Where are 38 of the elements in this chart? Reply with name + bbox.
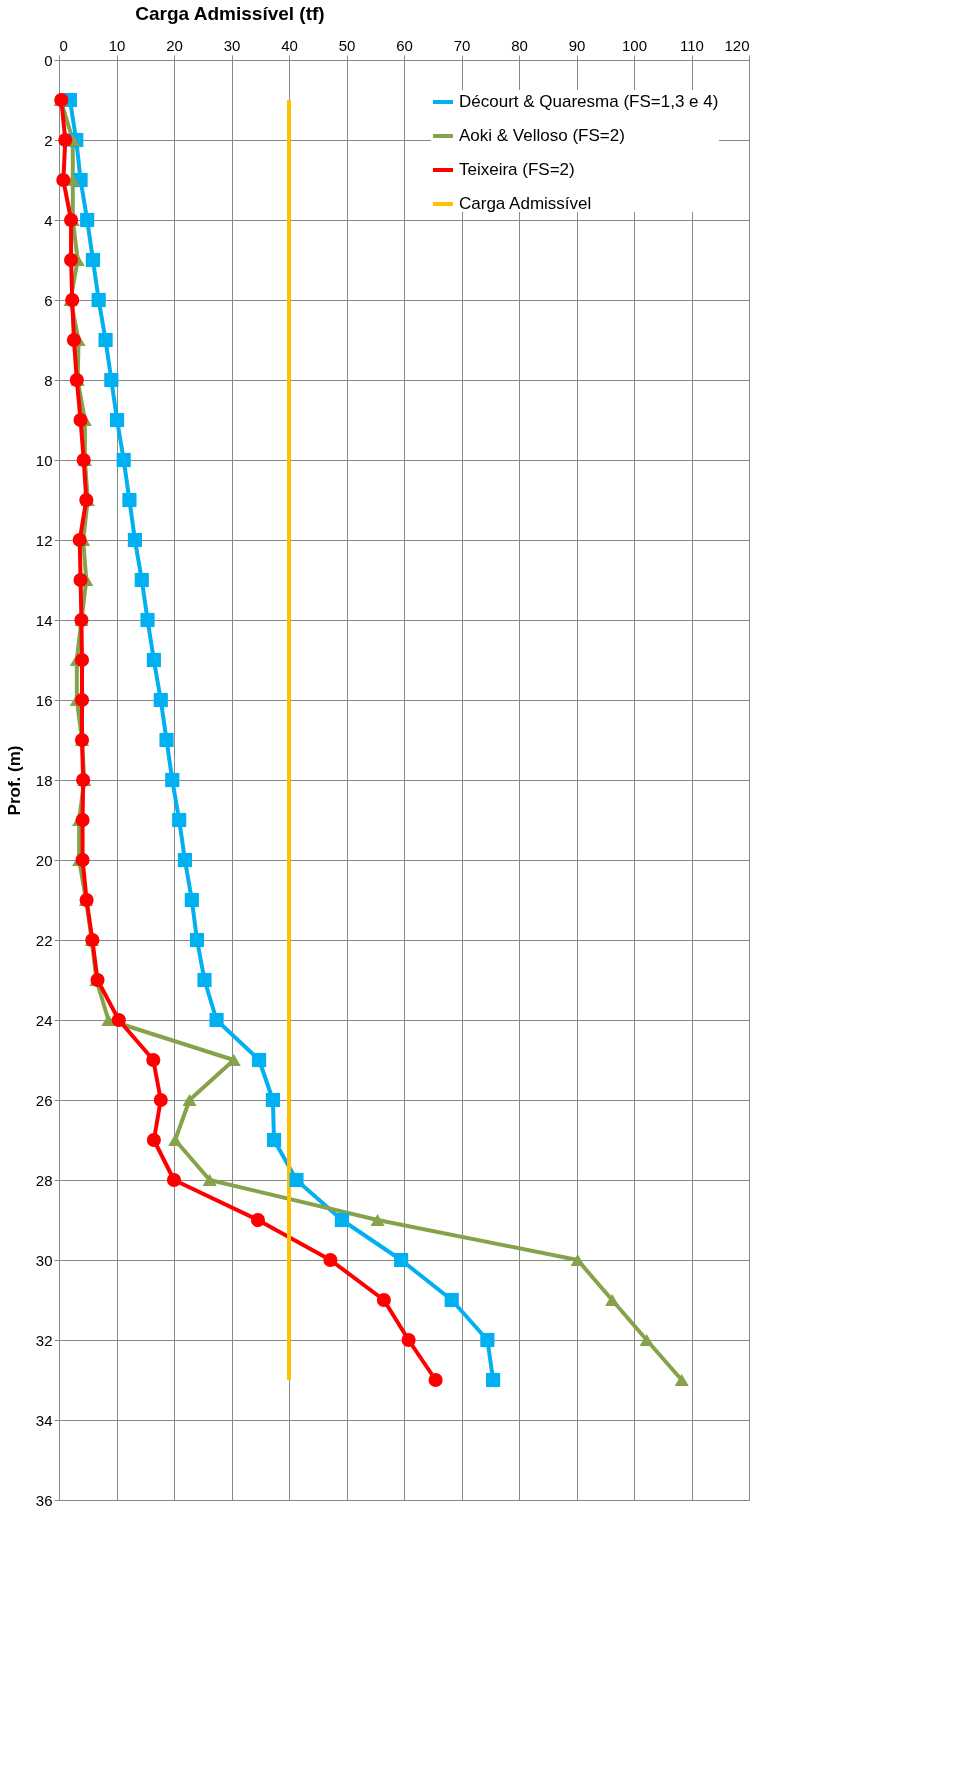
y-tick-label: 0 (44, 51, 53, 69)
y-tick-label: 6 (44, 291, 53, 309)
y-tick-label: 8 (44, 371, 53, 389)
x-tick-label: 10 (108, 36, 126, 54)
x-tick-label: 70 (453, 36, 471, 54)
y-tick-label: 32 (35, 1331, 53, 1349)
y-tick-label: 20 (35, 851, 53, 869)
x-tick-label: 50 (338, 36, 356, 54)
legend-label: Carga Admissível (459, 194, 592, 213)
x-tick-label: 20 (166, 36, 183, 54)
x-tick-label: 0 (59, 36, 68, 54)
y-tick-label: 2 (44, 131, 53, 149)
y-tick-label: 22 (35, 931, 53, 949)
x-tick-label: 90 (568, 36, 586, 54)
legend-label: Teixeira (FS=2) (459, 160, 575, 179)
y-axis-title: Prof. (m) (4, 745, 24, 816)
chart-title: Carga Admissível (tf) (135, 3, 325, 24)
legend-label: Décourt & Quaresma (FS=1,3 e 4) (459, 92, 719, 111)
y-tick-label: 14 (35, 611, 53, 629)
y-tick-label: 4 (44, 211, 53, 229)
y-tick-label: 10 (35, 451, 53, 469)
y-tick-label: 36 (35, 1491, 53, 1509)
y-tick-label: 18 (35, 771, 53, 789)
y-tick-label: 16 (35, 691, 53, 709)
y-tick-label: 30 (35, 1251, 53, 1269)
legend-label: Aoki & Velloso (FS=2) (459, 126, 625, 145)
x-tick-label: 100 (621, 36, 648, 54)
y-tick-label: 28 (35, 1171, 53, 1189)
x-tick-label: 40 (281, 36, 298, 54)
y-tick-label: 26 (35, 1091, 53, 1109)
x-tick-label: 120 (724, 36, 750, 54)
y-tick-label: 24 (35, 1011, 53, 1029)
x-tick-label: 110 (680, 36, 704, 54)
x-tick-label: 60 (396, 36, 413, 54)
x-tick-label: 80 (511, 36, 528, 54)
y-tick-label: 34 (35, 1411, 53, 1429)
x-tick-label: 30 (223, 36, 241, 54)
y-tick-label: 12 (35, 531, 53, 549)
